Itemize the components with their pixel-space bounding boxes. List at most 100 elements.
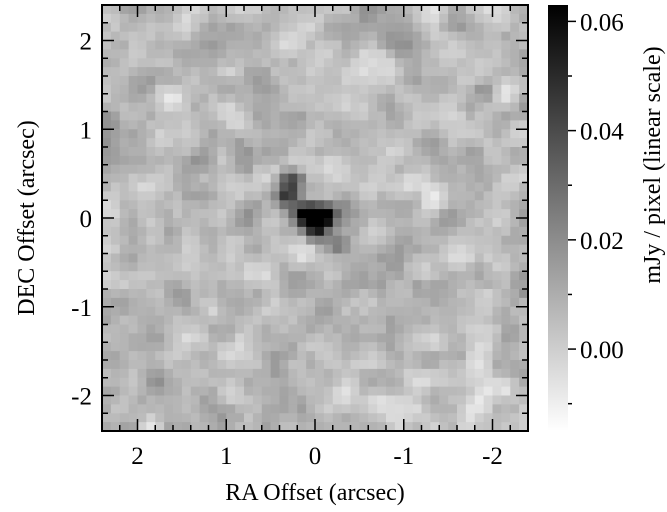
heatmap-cell xyxy=(270,351,280,361)
y-tick-labels: 210-1-2 xyxy=(71,29,92,411)
heatmap-cell xyxy=(359,297,369,308)
heatmap-cell xyxy=(377,253,387,263)
heatmap-cell xyxy=(492,280,502,290)
heatmap-cell xyxy=(332,13,343,24)
heatmap-cell xyxy=(474,351,485,361)
heatmap-cell xyxy=(110,182,121,192)
heatmap-cell xyxy=(421,58,431,68)
colorbar-tick-label: 0.02 xyxy=(580,228,624,255)
heatmap-cell xyxy=(279,22,289,33)
heatmap-cell xyxy=(465,244,476,254)
heatmap-cell xyxy=(448,413,458,423)
heatmap-cell xyxy=(190,102,201,112)
heatmap-cell xyxy=(199,58,209,68)
heatmap-cell xyxy=(244,395,254,405)
heatmap-cell xyxy=(279,386,289,396)
heatmap-cell xyxy=(457,315,467,325)
heatmap-cell xyxy=(332,5,343,15)
heatmap-cell xyxy=(448,31,458,41)
heatmap-cell xyxy=(315,49,325,59)
heatmap-cell xyxy=(315,297,325,308)
heatmap-cell xyxy=(155,67,165,77)
heatmap-cell xyxy=(102,173,112,183)
heatmap-cell xyxy=(306,315,316,325)
heatmap-cell xyxy=(368,182,378,192)
heatmap-cell xyxy=(386,93,396,104)
heatmap-cell xyxy=(465,191,476,201)
heatmap-cell xyxy=(341,191,351,201)
heatmap-cell xyxy=(110,31,121,41)
heatmap-cell xyxy=(261,315,272,325)
heatmap-cell xyxy=(403,360,414,370)
heatmap-cell xyxy=(368,84,378,95)
heatmap-cell xyxy=(439,404,449,414)
heatmap-cell xyxy=(394,244,405,254)
heatmap-cell xyxy=(377,164,387,175)
heatmap-cell xyxy=(146,93,156,104)
heatmap-cell xyxy=(457,31,467,41)
heatmap-cell xyxy=(235,164,245,175)
heatmap-cell xyxy=(306,235,316,246)
heatmap-cell xyxy=(155,324,165,334)
heatmap-cell xyxy=(181,422,192,432)
heatmap-cell xyxy=(439,76,449,86)
heatmap-cell xyxy=(181,111,192,121)
heatmap-cell xyxy=(128,22,138,33)
heatmap-cell xyxy=(261,351,272,361)
heatmap-cell xyxy=(226,289,236,299)
heatmap-cell xyxy=(297,49,307,59)
heatmap-cell xyxy=(190,315,201,325)
heatmap-cell xyxy=(386,422,396,432)
heatmap-cell xyxy=(155,218,165,228)
heatmap-cell xyxy=(341,297,351,308)
heatmap-cell xyxy=(403,13,414,24)
heatmap-cell xyxy=(137,22,147,33)
heatmap-cell xyxy=(465,386,476,396)
heatmap-cell xyxy=(377,120,387,130)
heatmap-cell xyxy=(457,377,467,388)
heatmap-cell xyxy=(164,377,174,388)
heatmap-cell xyxy=(350,333,360,343)
heatmap-cell xyxy=(474,333,485,343)
heatmap-cell xyxy=(341,413,351,423)
heatmap-cell xyxy=(110,360,121,370)
heatmap-cell xyxy=(137,226,147,237)
heatmap-cell xyxy=(208,138,218,148)
heatmap-cell xyxy=(288,164,298,175)
heatmap-cell xyxy=(244,360,254,370)
heatmap-cell xyxy=(102,306,112,317)
heatmap-cell xyxy=(173,111,183,121)
heatmap-cell xyxy=(208,40,218,50)
heatmap-cell xyxy=(315,191,325,201)
heatmap-cell xyxy=(190,76,201,86)
heatmap-cell xyxy=(386,58,396,68)
heatmap-cell xyxy=(217,13,227,24)
heatmap-cell xyxy=(519,58,529,68)
heatmap-cell xyxy=(492,235,502,246)
heatmap-cell xyxy=(306,120,316,130)
heatmap-cell xyxy=(430,422,440,432)
heatmap-cell xyxy=(510,218,520,228)
heatmap-cell xyxy=(235,324,245,334)
heatmap-cell xyxy=(368,218,378,228)
heatmap-cell xyxy=(394,280,405,290)
heatmap-cell xyxy=(439,386,449,396)
heatmap-cell xyxy=(457,13,467,24)
heatmap-cell xyxy=(270,147,280,157)
heatmap-cell xyxy=(235,40,245,50)
heatmap-cell xyxy=(137,306,147,317)
heatmap-cell xyxy=(155,253,165,263)
heatmap-cell xyxy=(306,342,316,352)
heatmap-cell xyxy=(492,315,502,325)
heatmap-cell xyxy=(297,84,307,95)
heatmap-cell xyxy=(261,324,272,334)
heatmap-cell xyxy=(430,360,440,370)
heatmap-cell xyxy=(332,155,343,166)
heatmap-cell xyxy=(492,102,502,112)
colorbar-tick-label: 0.06 xyxy=(580,9,624,36)
heatmap-cell xyxy=(323,22,334,33)
heatmap-cell xyxy=(146,413,156,423)
heatmap-cell xyxy=(412,244,422,254)
heatmap-cell xyxy=(412,377,422,388)
heatmap-cell xyxy=(386,147,396,157)
